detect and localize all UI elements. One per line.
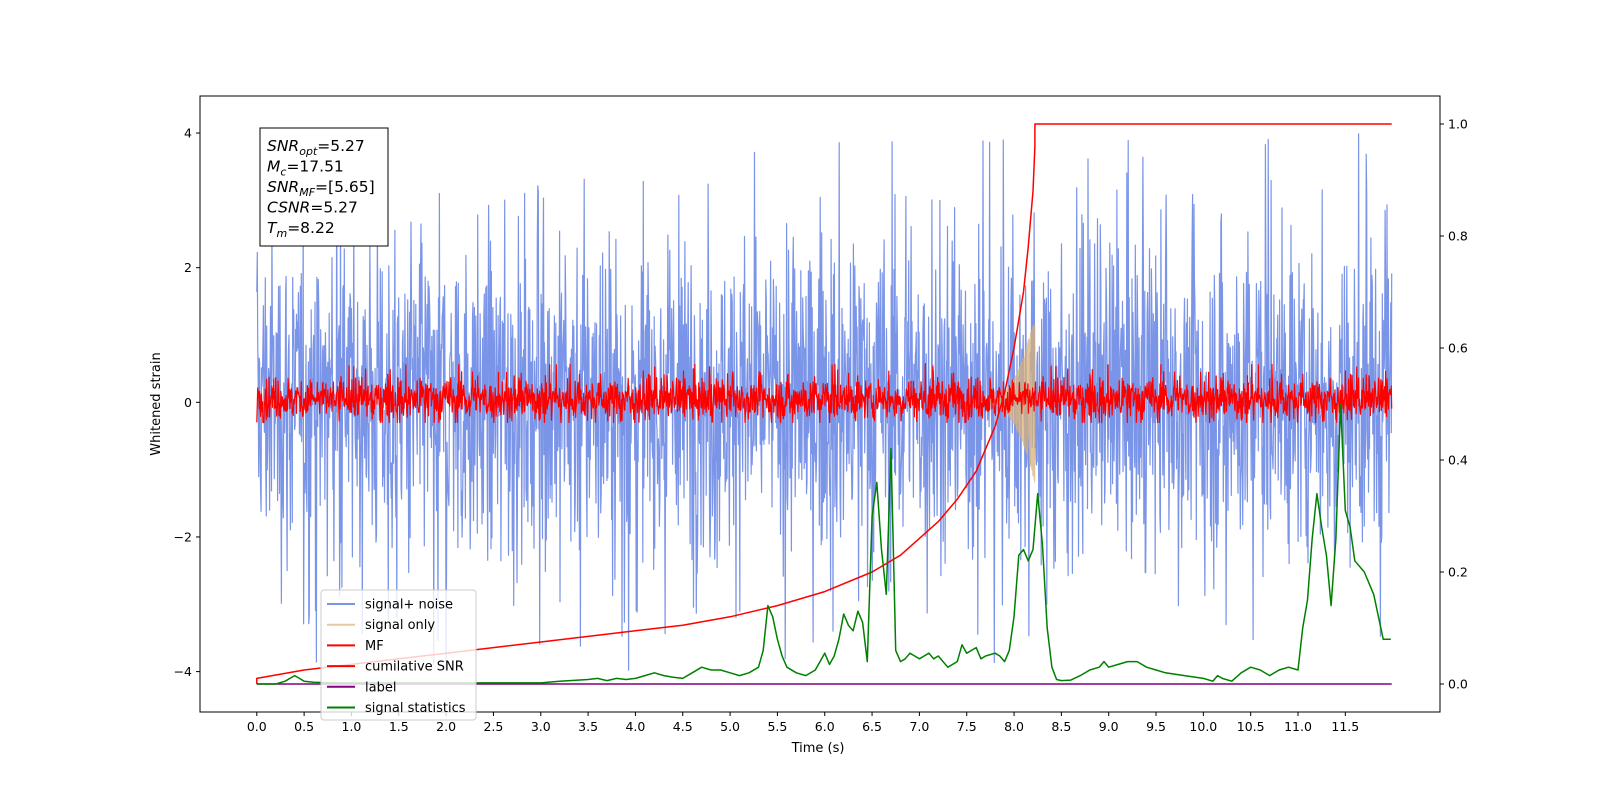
legend-label: signal statistics bbox=[365, 701, 466, 716]
annotation-line: Tm=8.22 bbox=[267, 219, 335, 240]
legend: signal+ noise signal only MF cumilative SNR… bbox=[320, 589, 477, 721]
x-tick-label: 2.5 bbox=[483, 719, 503, 734]
x-tick-label: 11.5 bbox=[1331, 719, 1359, 734]
x-tick-label: 10.0 bbox=[1189, 719, 1217, 734]
x-tick-label: 8.5 bbox=[1051, 719, 1071, 734]
legend-label: cumilative SNR bbox=[365, 660, 464, 675]
y-tick-label-left: 4 bbox=[184, 126, 192, 141]
y-tick-label-left: 0 bbox=[184, 395, 192, 410]
series-mf bbox=[256, 363, 1393, 424]
legend-frame bbox=[320, 589, 477, 721]
y-axis-left: −4 −2 0 2 4 bbox=[174, 126, 200, 679]
x-tick-label: 2.0 bbox=[436, 719, 456, 734]
x-tick-label: 11.0 bbox=[1284, 719, 1312, 734]
x-axis: 0.0 0.5 1.0 1.5 2.0 2.5 3.0 3.5 4.0 4.5 5.0 5.5 6.0 6… bbox=[247, 712, 1359, 734]
annotation-line: Mc=17.51 bbox=[267, 158, 344, 179]
x-tick-label: 9.0 bbox=[1099, 719, 1119, 734]
x-tick-label: 0.0 bbox=[247, 719, 267, 734]
y-tick-label-left: −2 bbox=[174, 529, 192, 544]
x-tick-label: 3.5 bbox=[578, 719, 598, 734]
y-tick-label-right: 0.0 bbox=[1448, 677, 1468, 692]
legend-label: label bbox=[365, 680, 396, 695]
annotation-line: SNRopt=5.27 bbox=[267, 137, 365, 158]
x-tick-label: 0.5 bbox=[294, 719, 314, 734]
snr-annotation-box: SNRopt=5.27Mc=17.51SNRMF=[5.65]CSNR=5.27… bbox=[259, 127, 389, 247]
y-tick-label-right: 1.0 bbox=[1448, 117, 1468, 132]
annotation-line: CSNR=5.27 bbox=[267, 199, 358, 217]
y-axis-right: 0.0 0.2 0.4 0.6 0.8 1.0 bbox=[1440, 117, 1468, 692]
x-tick-label: 6.0 bbox=[815, 719, 835, 734]
legend-label: MF bbox=[365, 639, 384, 654]
y-tick-label-left: 2 bbox=[184, 260, 192, 275]
x-axis-label: Time (s) bbox=[791, 741, 845, 756]
y-tick-label-right: 0.4 bbox=[1448, 453, 1468, 468]
x-tick-label: 1.5 bbox=[389, 719, 409, 734]
x-tick-label: 5.0 bbox=[720, 719, 740, 734]
y-axis-label: Whitened strain bbox=[149, 352, 164, 455]
series-signal-statistics bbox=[256, 403, 1391, 685]
y-tick-label-right: 0.6 bbox=[1448, 341, 1468, 356]
axes-frame bbox=[199, 95, 1441, 713]
annotation-frame bbox=[259, 127, 389, 247]
annotation-line: SNRMF=[5.65] bbox=[267, 178, 375, 199]
x-tick-label: 7.5 bbox=[957, 719, 977, 734]
x-tick-label: 1.0 bbox=[342, 719, 362, 734]
x-tick-label: 10.5 bbox=[1237, 719, 1265, 734]
x-tick-label: 3.0 bbox=[531, 719, 551, 734]
y-tick-label-right: 0.2 bbox=[1448, 565, 1468, 580]
y-tick-label-left: −4 bbox=[174, 664, 192, 679]
x-tick-label: 8.0 bbox=[1004, 719, 1024, 734]
legend-label: signal only bbox=[365, 618, 435, 633]
x-tick-label: 5.5 bbox=[767, 719, 787, 734]
legend-label: signal+ noise bbox=[365, 598, 453, 613]
x-tick-label: 4.5 bbox=[673, 719, 693, 734]
x-tick-label: 4.0 bbox=[625, 719, 645, 734]
x-tick-label: 9.5 bbox=[1146, 719, 1166, 734]
x-tick-label: 7.0 bbox=[909, 719, 929, 734]
y-tick-label-right: 0.8 bbox=[1448, 229, 1468, 244]
x-tick-label: 6.5 bbox=[862, 719, 882, 734]
